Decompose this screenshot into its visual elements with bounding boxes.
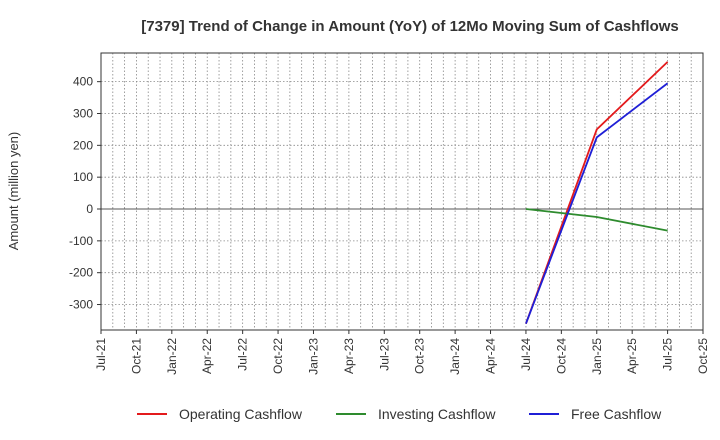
x-tick-label: Jul-25	[661, 338, 675, 371]
series-lines	[525, 61, 669, 324]
x-tick-labels: Jul-21 Oct-21 Jan-22 Apr-22 Jul-22 Oct-22 Jan-…	[94, 330, 710, 375]
x-tick-label: Jan-23	[306, 338, 320, 375]
x-tick-label: Oct-24	[554, 338, 568, 374]
y-tick-label: 300	[73, 106, 93, 120]
y-tick-label: -300	[69, 298, 93, 312]
legend-label: Operating Cashflow	[179, 406, 303, 422]
x-tick-label: Jul-24	[519, 338, 533, 371]
y-tick-label: -200	[69, 266, 93, 280]
x-tick-label: Jan-22	[165, 338, 179, 375]
x-tick-label: Jan-25	[590, 338, 604, 375]
x-tick-label: Jan-24	[448, 338, 462, 375]
series-line-free-cashflow	[525, 82, 669, 324]
legend-label: Free Cashflow	[571, 406, 662, 422]
y-tick-label: 100	[73, 170, 93, 184]
x-tick-label: Apr-25	[625, 338, 639, 374]
plot-frame	[100, 52, 704, 331]
x-tick-label: Apr-23	[342, 338, 356, 374]
y-tick-label: 200	[73, 138, 93, 152]
x-tick-label: Jul-23	[377, 338, 391, 371]
legend-label: Investing Cashflow	[378, 406, 496, 422]
y-tick-label: 0	[86, 202, 93, 216]
x-tick-label: Oct-25	[696, 338, 710, 374]
y-tick-label: 400	[73, 75, 93, 89]
series-line-operating-cashflow	[525, 61, 669, 324]
y-axis-label: Amount (million yen)	[6, 132, 21, 251]
x-tick-label: Apr-22	[200, 338, 214, 374]
series-line-investing-cashflow	[525, 208, 668, 232]
x-tick-label: Oct-22	[271, 338, 285, 374]
x-tick-label: Oct-23	[413, 338, 427, 374]
x-tick-label: Oct-21	[129, 338, 143, 374]
legend: Operating Cashflow Investing Cashflow Free…	[137, 406, 662, 422]
grid	[101, 53, 703, 330]
x-tick-label: Apr-24	[484, 338, 498, 374]
chart-title: [7379] Trend of Change in Amount (YoY) o…	[141, 18, 679, 35]
y-tick-label: -100	[69, 234, 93, 248]
y-tick-labels: -300 -200 -100 0 100 200 300 400	[69, 75, 101, 312]
x-tick-label: Jul-21	[94, 338, 108, 371]
x-tick-label: Jul-22	[236, 338, 250, 371]
